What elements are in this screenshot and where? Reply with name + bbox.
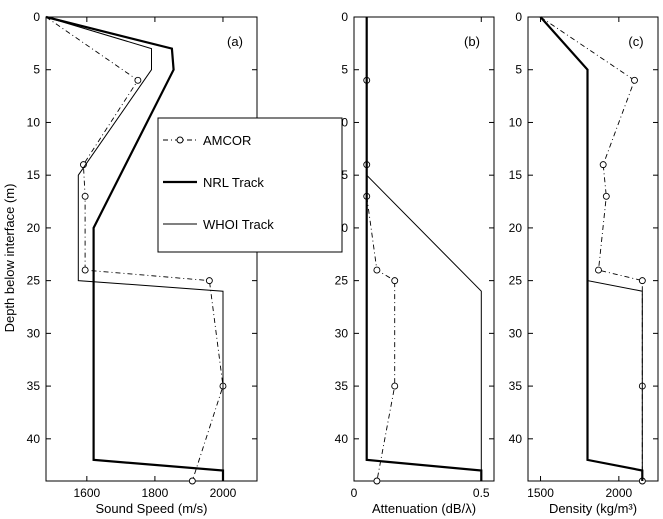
y-tick-label: 0 — [515, 10, 522, 24]
data-point-amcor — [205, 277, 213, 285]
y-tick-label: 30 — [335, 326, 349, 340]
y-tick-label: 25 — [27, 274, 41, 288]
x-tick-label: 0.5 — [473, 486, 490, 500]
series-line-whoi-track — [45, 16, 224, 481]
x-axis-label: Sound Speed (m/s) — [95, 501, 207, 516]
data-point-amcor — [373, 266, 381, 274]
data-point-amcor — [631, 76, 638, 84]
series-line-nrl-track — [365, 17, 483, 481]
y-tick-label: 5 — [33, 63, 40, 77]
series-line-amcor — [45, 16, 224, 482]
y-tick-label: 0 — [341, 10, 348, 24]
x-axis-label: Density (kg/m³) — [549, 501, 637, 516]
series-line-nrl-track — [539, 16, 644, 481]
data-point-amcor — [599, 161, 607, 169]
y-tick-label: 25 — [335, 274, 349, 288]
plot-frame — [353, 16, 495, 482]
y-tick-label: 15 — [27, 168, 41, 182]
data-point-amcor — [134, 76, 142, 84]
data-point-amcor — [81, 266, 89, 274]
x-axis-label: Attenuation (dB/λ) — [372, 501, 476, 516]
y-tick-label: 10 — [27, 115, 41, 129]
data-point-amcor — [391, 277, 399, 285]
y-tick-label: 40 — [27, 432, 41, 446]
x-tick-label: 1600 — [73, 486, 100, 500]
data-point-amcor — [373, 477, 381, 485]
y-tick-label: 30 — [27, 326, 41, 340]
y-tick-label: 35 — [335, 379, 349, 393]
y-axis-label: Depth below interface (m) — [2, 184, 17, 333]
y-tick-label: 0 — [33, 10, 40, 24]
x-tick-label: 2000 — [605, 486, 632, 500]
legend-label: AMCOR — [203, 133, 251, 148]
y-tick-label: 10 — [509, 115, 523, 129]
plot-frame — [527, 16, 659, 482]
series-line-amcor — [540, 16, 643, 481]
y-tick-label: 35 — [27, 379, 41, 393]
x-tick-label: 1800 — [142, 486, 169, 500]
panel-label: (a) — [227, 34, 243, 49]
x-tick-label: 2000 — [210, 486, 237, 500]
data-point-amcor — [391, 382, 399, 390]
y-tick-label: 35 — [509, 379, 523, 393]
legend-label: WHOI Track — [203, 217, 274, 232]
y-tick-label: 20 — [509, 221, 523, 235]
x-tick-label: 1500 — [527, 486, 554, 500]
y-tick-label: 30 — [509, 326, 523, 340]
series-line-amcor — [366, 17, 396, 482]
y-tick-label: 25 — [509, 274, 523, 288]
data-point-amcor — [81, 192, 89, 200]
panel-label: (b) — [464, 34, 480, 49]
panel-label: (c) — [628, 34, 643, 49]
data-point-amcor — [188, 477, 196, 485]
y-tick-label: 20 — [27, 221, 41, 235]
y-tick-label: 40 — [509, 432, 523, 446]
data-point-amcor — [595, 266, 602, 274]
legend-label: NRL Track — [203, 175, 264, 190]
x-tick-label: 0 — [351, 486, 358, 500]
series-line-whoi-track — [540, 16, 643, 481]
legend-marker — [176, 136, 184, 144]
y-tick-label: 5 — [341, 63, 348, 77]
y-tick-label: 40 — [335, 432, 349, 446]
y-tick-label: 5 — [515, 63, 522, 77]
data-point-amcor — [602, 192, 610, 200]
data-point-amcor — [638, 277, 646, 285]
y-tick-label: 15 — [509, 168, 523, 182]
series-line-whoi-track — [366, 17, 482, 481]
legend: AMCOR NRL Track WHOI Track — [157, 117, 343, 253]
